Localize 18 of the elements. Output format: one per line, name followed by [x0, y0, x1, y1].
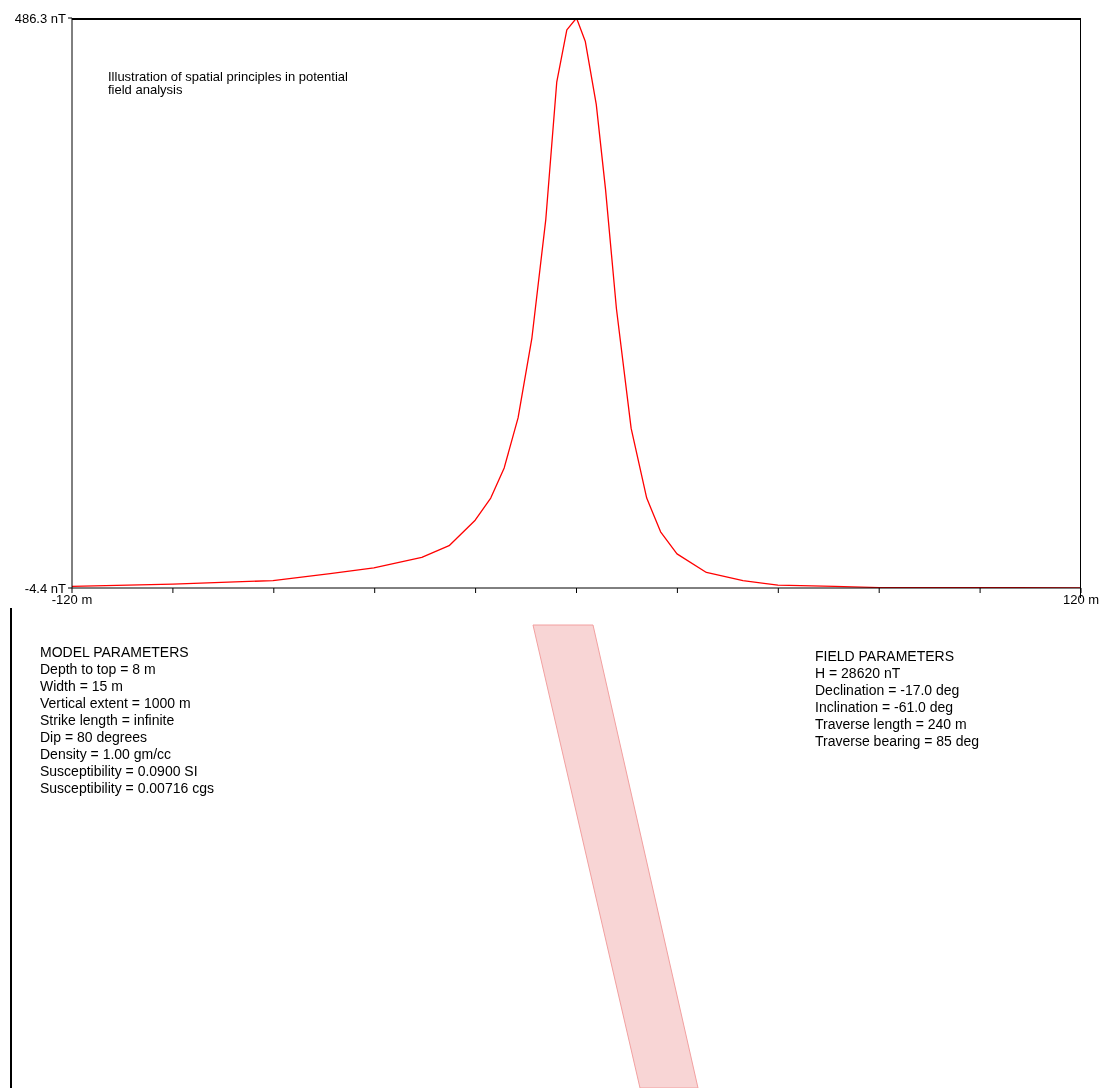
y-tick-label: 486.3 nT	[14, 10, 67, 26]
text: Width = 15 m	[40, 678, 124, 695]
text: Traverse length = 240 m	[815, 716, 968, 733]
text: Dip = 80 degrees	[40, 729, 149, 746]
x-tick-label: 120 m	[1062, 592, 1100, 608]
text: Depth to top = 8 m	[40, 661, 157, 678]
text: MODEL PARAMETERS	[40, 644, 190, 661]
text: Strike length = infinite	[40, 712, 176, 729]
text: Density = 1.00 gm/cc	[40, 746, 173, 763]
text: Traverse bearing = 85 deg	[815, 733, 980, 750]
text: Inclination = -61.0 deg	[815, 699, 955, 716]
text: Declination = -17.0 deg	[815, 682, 961, 699]
text: Illustration of spatial principles in potential field analysis	[108, 69, 349, 97]
text: FIELD PARAMETERS	[815, 648, 955, 665]
text: H = 28620 nT	[815, 665, 902, 682]
text: Susceptibility = 0.0900 SI	[40, 763, 199, 780]
text: Vertical extent = 1000 m	[40, 695, 192, 712]
text: Susceptibility = 0.00716 cgs	[40, 780, 214, 797]
